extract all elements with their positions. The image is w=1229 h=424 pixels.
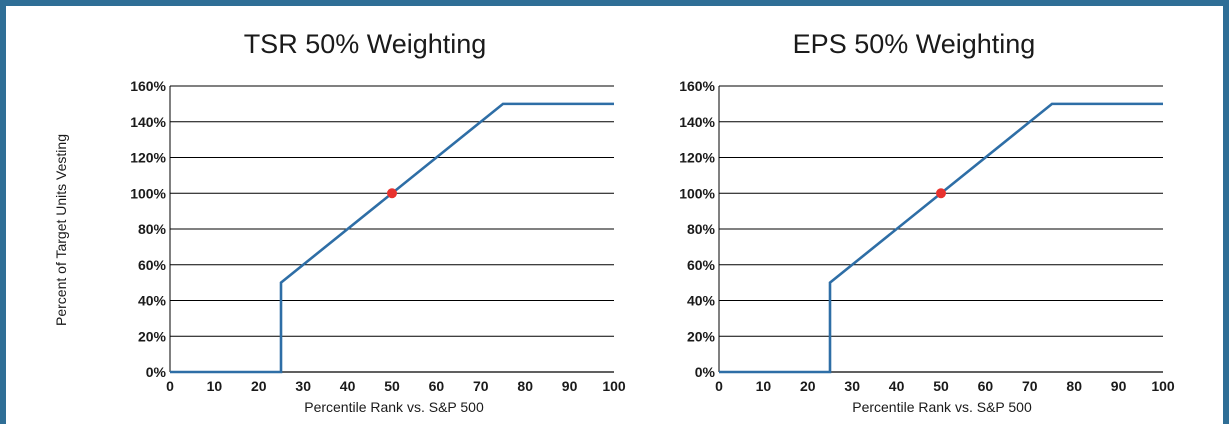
eps-x-tick-label: 70	[1022, 378, 1038, 394]
tsr-x-tick-label: 10	[207, 378, 223, 394]
eps-x-tick-label: 10	[756, 378, 772, 394]
eps-target-point	[936, 188, 946, 199]
eps-x-axis-label: Percentile Rank vs. S&P 500	[852, 399, 1032, 415]
tsr-x-tick-label: 60	[429, 378, 445, 394]
eps-y-tick-label: 140%	[679, 114, 715, 130]
tsr-chart-title: TSR 50% Weighting	[244, 29, 487, 59]
tsr-x-tick-label: 20	[251, 378, 267, 394]
eps-x-tick-label: 30	[844, 378, 860, 394]
tsr-x-axis-label: Percentile Rank vs. S&P 500	[304, 399, 484, 415]
tsr-y-tick-label: 60%	[138, 257, 167, 273]
tsr-x-tick-label: 80	[517, 378, 533, 394]
tsr-y-tick-label: 100%	[130, 185, 166, 201]
tsr-x-tick-label: 100	[602, 378, 626, 394]
tsr-y-tick-label: 40%	[138, 293, 167, 309]
eps-x-tick-label: 100	[1151, 378, 1175, 394]
eps-x-tick-label: 50	[933, 378, 949, 394]
tsr-y-tick-label: 140%	[130, 114, 166, 130]
eps-chart-title: EPS 50% Weighting	[793, 29, 1036, 59]
eps-y-tick-label: 100%	[679, 185, 715, 201]
eps-y-tick-label: 160%	[679, 78, 715, 94]
tsr-y-tick-label: 0%	[146, 364, 167, 380]
tsr-y-tick-label: 80%	[138, 221, 167, 237]
eps-y-tick-label: 40%	[687, 293, 716, 309]
eps-y-tick-label: 60%	[687, 257, 716, 273]
tsr-x-tick-label: 50	[384, 378, 400, 394]
eps-y-tick-label: 20%	[687, 328, 716, 344]
eps-chart: EPS 50% Weighting Percentile Rank vs. S&…	[679, 29, 1175, 415]
tsr-x-tick-label: 70	[473, 378, 489, 394]
eps-x-tick-label: 40	[889, 378, 905, 394]
eps-vesting-line	[719, 102, 1163, 374]
tsr-x-tick-label: 30	[295, 378, 311, 394]
eps-y-tick-label: 120%	[679, 150, 715, 166]
tsr-vesting-line	[170, 102, 614, 374]
tsr-x-tick-label: 90	[562, 378, 578, 394]
eps-x-tick-label: 90	[1111, 378, 1127, 394]
tsr-chart: TSR 50% Weighting Percentile Rank vs. S&…	[130, 29, 626, 415]
eps-x-tick-label: 60	[978, 378, 994, 394]
eps-x-tick-label: 20	[800, 378, 816, 394]
shared-y-axis-label: Percent of Target Units Vesting	[53, 134, 69, 326]
tsr-y-tick-label: 160%	[130, 78, 166, 94]
eps-y-tick-label: 80%	[687, 221, 716, 237]
tsr-target-point	[387, 188, 397, 199]
tsr-y-tick-label: 120%	[130, 150, 166, 166]
tsr-x-tick-label: 0	[166, 378, 174, 394]
tsr-y-tick-label: 20%	[138, 328, 167, 344]
eps-y-tick-label: 0%	[695, 364, 716, 380]
tsr-x-tick-label: 40	[340, 378, 356, 394]
eps-x-tick-label: 80	[1066, 378, 1082, 394]
eps-x-tick-label: 0	[715, 378, 723, 394]
